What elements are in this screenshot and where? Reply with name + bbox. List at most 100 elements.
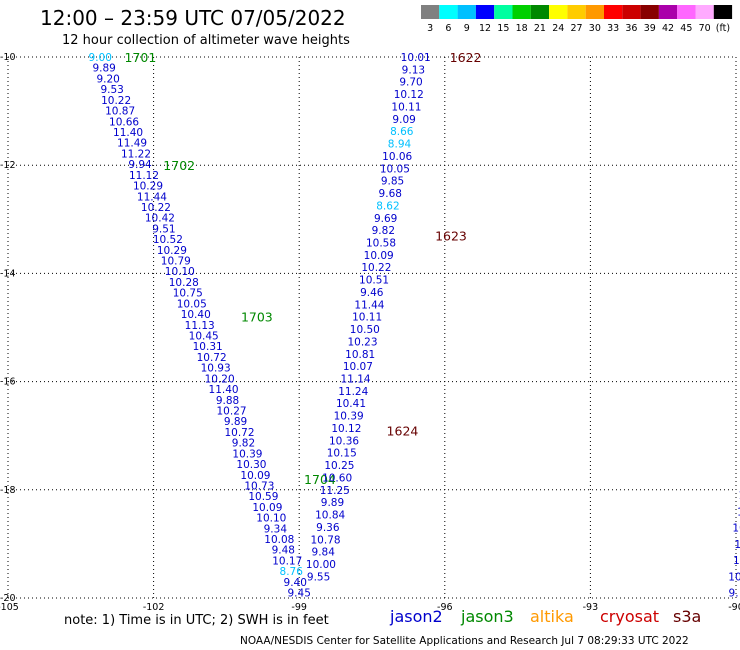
wave-height-value: 9.36	[316, 522, 340, 534]
wave-height-value: 1	[734, 539, 740, 551]
wave-height-value: 11.49	[117, 138, 147, 150]
wave-height-value: 10.17	[272, 555, 302, 567]
wave-height-value: 10	[728, 571, 740, 583]
wave-height-value: 10.12	[394, 89, 424, 101]
scale-swatch	[713, 5, 733, 19]
wave-height-value: 10.42	[145, 213, 175, 225]
scale-swatch	[421, 5, 440, 19]
wave-height-value: 9.84	[312, 547, 336, 559]
wave-height-value: 8.66	[390, 126, 414, 138]
wave-height-value: 11.40	[113, 127, 143, 139]
wave-height-value: 9.89	[321, 497, 344, 509]
wave-height-value: 9.00	[89, 52, 112, 64]
scale-swatch	[475, 5, 495, 19]
wave-height-value: 10.59	[248, 491, 278, 503]
scale-label: 12	[479, 23, 491, 34]
legend-s3a: s3a	[673, 607, 702, 626]
wave-height-value: 10.40	[181, 309, 211, 321]
wave-height-value: 10.72	[224, 427, 254, 439]
wave-height-value: 9.69	[374, 213, 397, 225]
wave-height-value: 10.05	[380, 163, 410, 175]
wave-height-value: 10.05	[177, 298, 207, 310]
scale-label: (ft)	[716, 23, 730, 34]
scale-swatch	[695, 5, 714, 19]
pass-time-label: 1622	[450, 50, 482, 65]
wave-height-value: 10.93	[201, 363, 231, 375]
wave-height-value: 9.70	[399, 77, 422, 89]
scale-label: 30	[589, 23, 601, 34]
wave-height-value: 9.82	[232, 438, 255, 450]
lon-tick-label: -99	[291, 602, 307, 612]
scale-swatch	[677, 5, 696, 19]
wave-height-value: 10.22	[361, 262, 391, 274]
scale-swatch	[640, 5, 659, 19]
wave-height-value: 10.45	[189, 331, 219, 343]
legend-jason3: jason3	[461, 607, 514, 626]
units-note: note: 1) Time is in UTC; 2) SWH is in fe…	[64, 613, 329, 628]
scale-swatch	[567, 5, 586, 19]
wave-height-value: 10.41	[336, 398, 366, 410]
scale-label: 70	[699, 23, 711, 34]
wave-height-value: 9.	[729, 588, 739, 600]
wave-height-value: 10.87	[105, 106, 135, 118]
wave-height-value: 9.46	[360, 287, 384, 299]
wave-height-value: 9.89	[92, 63, 115, 75]
wave-height-value: 10.84	[315, 510, 345, 522]
altimeter-map: -105 -102 -99 -96 -93 -90 -10 -12 -14 -16 -18 -20 9.…	[0, 50, 740, 612]
scale-label: 45	[680, 23, 692, 34]
wave-height-value: 9.51	[152, 223, 175, 235]
scale-swatch	[585, 5, 604, 19]
scale-label: 9	[464, 23, 470, 34]
lon-tick-label: -102	[143, 602, 165, 612]
scale-label: 33	[607, 23, 619, 34]
lat-tick-label: -10	[0, 52, 16, 63]
wave-height-value: 10.79	[161, 256, 191, 268]
scale-swatch	[549, 5, 568, 19]
wave-height-value: 11.22	[121, 148, 151, 160]
lat-tick-label: -18	[0, 485, 16, 496]
wave-height-value: 10.23	[347, 336, 377, 348]
wave-height-value: 10.27	[217, 405, 247, 417]
wave-height-value: 10.11	[391, 101, 421, 113]
wave-height-value: 10.60	[322, 472, 352, 484]
wave-height-value: 10.72	[197, 352, 227, 364]
legend-jason2: jason2	[390, 607, 443, 626]
scale-swatch	[658, 5, 678, 19]
pass-time-label: 1704	[304, 472, 336, 487]
color-scale: 3 6 9 12 15 18 21 24 27 30 33 36 39 42 45 70 (ft)	[421, 5, 733, 34]
wave-height-value: 10.31	[193, 341, 223, 353]
wave-height-value: 9.94	[128, 159, 152, 171]
wave-height-value: 9.48	[272, 545, 295, 557]
wave-height-value: 11.24	[338, 386, 368, 398]
wave-height-value: 10	[732, 523, 740, 535]
lat-tick-label: -20	[0, 593, 16, 604]
pass-time-label: 1701	[124, 50, 156, 65]
wave-height-value: 10.10	[165, 266, 195, 278]
wave-height-value: 11.13	[185, 320, 215, 332]
wave-height-value: 11.44	[354, 299, 384, 311]
scale-label: 42	[662, 23, 674, 34]
scale-swatch	[457, 5, 476, 19]
wave-height-value: 10.01	[401, 52, 431, 64]
wave-height-value: 11.14	[341, 374, 371, 386]
pass-time-label: 1702	[163, 158, 195, 173]
scale-label: 6	[445, 23, 451, 34]
wave-height-value: 10.22	[101, 95, 131, 107]
wave-height-value: 10.08	[264, 534, 294, 546]
legend-altika: altika	[530, 607, 574, 626]
legend-cryosat: cryosat	[600, 607, 660, 626]
wave-height-value: 10.36	[329, 435, 359, 447]
wave-height-value: 10.73	[244, 480, 274, 492]
wave-height-value: 8.76	[280, 566, 304, 578]
wave-height-value: 10.52	[153, 234, 183, 246]
map-subtitle: 12 hour collection of altimeter wave hei…	[62, 33, 350, 48]
wave-height-value: 10.78	[311, 534, 341, 546]
wave-height-value: 10.09	[240, 470, 270, 482]
wave-height-value: 10.58	[366, 237, 396, 249]
wave-height-value: 10.28	[169, 277, 199, 289]
wave-height-value: 10.66	[109, 116, 139, 128]
wave-height-value: 9.34	[264, 523, 288, 535]
wave-height-value: 10.12	[331, 423, 361, 435]
scale-label: 36	[625, 23, 637, 34]
scale-swatch	[512, 5, 531, 19]
